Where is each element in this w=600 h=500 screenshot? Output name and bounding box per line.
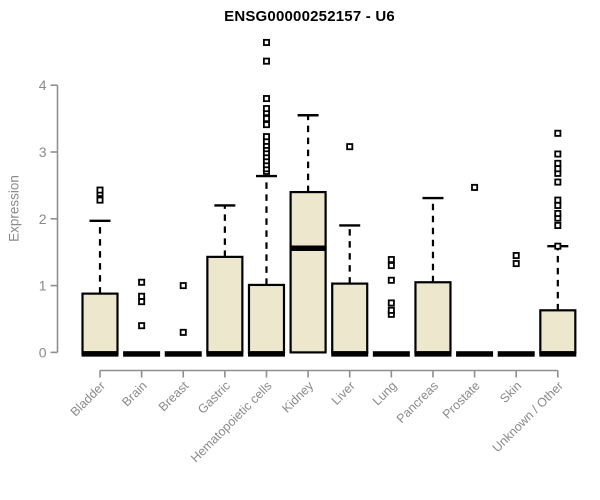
zero-bar: [497, 351, 535, 357]
outlier-point: [138, 298, 146, 306]
zero-bar: [456, 351, 494, 357]
y-tick-label: 3: [39, 144, 47, 160]
box-unknown-other: [539, 309, 577, 354]
outlier-point: [512, 260, 520, 268]
x-tick-label: Breast: [156, 378, 192, 414]
outlier-point: [387, 276, 395, 284]
outlier-point: [554, 159, 562, 167]
x-tick-label: Kidney: [279, 378, 316, 415]
outlier-point: [262, 38, 270, 46]
outlier-point: [138, 292, 146, 300]
outlier-point: [96, 196, 104, 204]
box-liver: [331, 282, 369, 354]
outlier-point: [554, 201, 562, 209]
x-tick-label: Liver: [329, 379, 358, 408]
x-tick-label: Hematopoietic cells: [188, 379, 275, 466]
outlier-point: [262, 115, 270, 123]
box-hematopoietic-cells: [247, 283, 286, 354]
y-tick-label: 2: [39, 211, 47, 227]
x-tick-label: Lung: [370, 379, 400, 409]
outlier-point: [554, 129, 562, 137]
y-tick-label: 1: [39, 278, 47, 294]
outlier-point: [554, 150, 562, 158]
x-tick-label: Skin: [497, 379, 524, 406]
box-kidney: [289, 190, 327, 354]
outlier-point: [471, 183, 479, 191]
outlier-point: [262, 57, 270, 65]
outlier-point: [179, 282, 187, 290]
outlier-point: [387, 256, 395, 264]
box-bladder: [81, 292, 119, 354]
x-tick-label: Prostate: [440, 379, 483, 422]
y-tick-label: 4: [39, 77, 47, 93]
outlier-point: [554, 178, 562, 186]
outlier-point: [346, 143, 354, 151]
outlier-point: [387, 262, 395, 270]
zero-bar: [123, 351, 161, 357]
outlier-point: [387, 299, 395, 307]
outlier-point: [554, 209, 562, 217]
y-tick-label: 0: [39, 344, 47, 360]
outlier-point: [262, 133, 270, 141]
x-tick-label: Brain: [119, 379, 150, 410]
x-tick-label: Gastric: [195, 379, 233, 417]
outlier-point: [179, 328, 187, 336]
chart-title: ENSG00000252157 - U6: [224, 8, 395, 25]
outlier-point: [554, 196, 562, 204]
zero-bar: [164, 351, 202, 357]
box-gastric: [206, 255, 244, 354]
outlier-point: [138, 322, 146, 330]
box-pancreas: [414, 281, 452, 354]
outlier-point: [554, 242, 562, 250]
outlier-point: [138, 278, 146, 286]
x-tick-label: Pancreas: [394, 379, 441, 426]
outlier-point: [262, 95, 270, 103]
outlier-point: [262, 121, 270, 129]
outlier-point: [262, 105, 270, 113]
outlier-point: [387, 306, 395, 314]
x-tick-label: Unknown / Other: [490, 379, 566, 455]
outlier-point: [512, 252, 520, 260]
outlier-point: [554, 221, 562, 229]
x-tick-label: Bladder: [68, 379, 108, 419]
outlier-point: [554, 165, 562, 173]
outlier-point: [96, 186, 104, 194]
zero-bar: [372, 351, 410, 357]
